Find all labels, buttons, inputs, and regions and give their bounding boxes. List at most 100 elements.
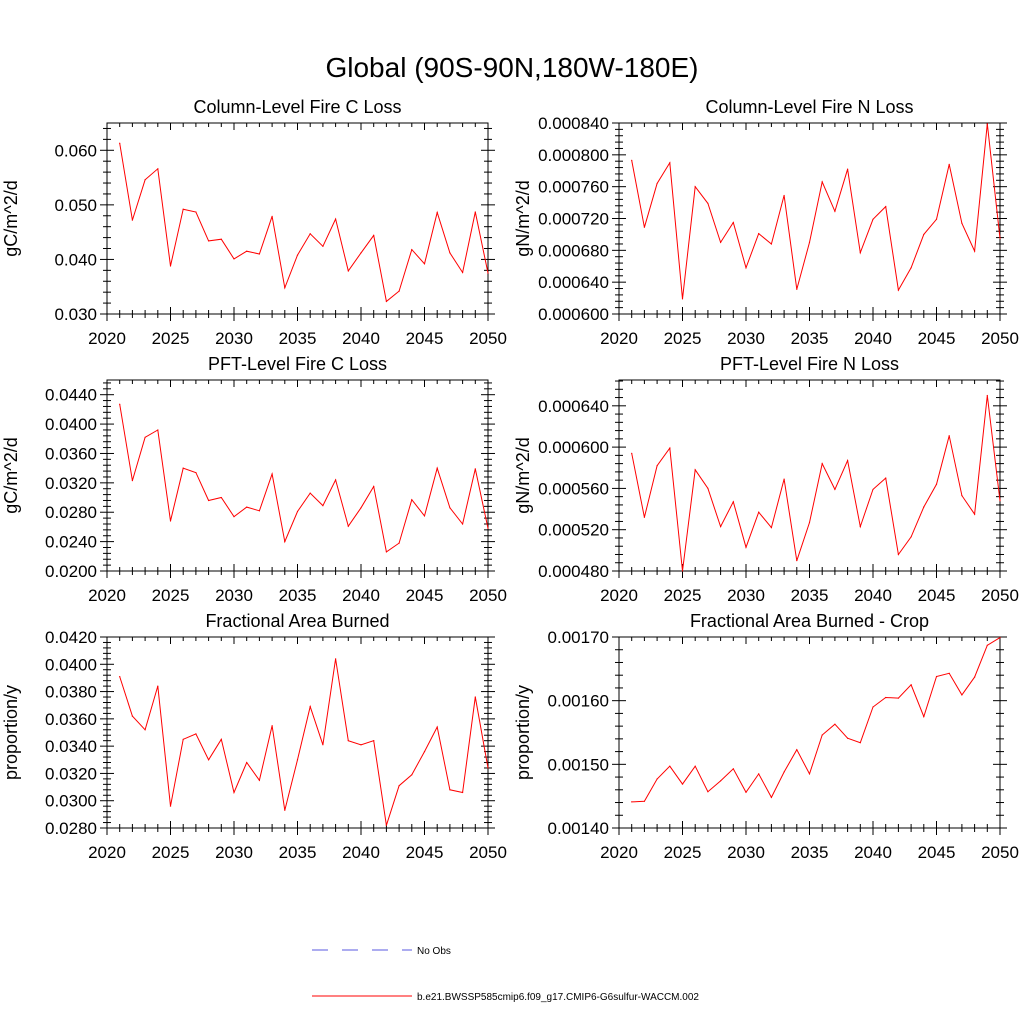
plot-frame xyxy=(106,636,489,829)
x-tick-label: 2050 xyxy=(469,329,507,348)
data-point xyxy=(885,696,887,699)
data-point xyxy=(411,499,413,501)
data-point xyxy=(258,253,260,255)
panel-3: PFT-Level Fire C Loss gC/m^2/d 2020 2025 203… xyxy=(1,354,507,605)
data-point xyxy=(169,805,172,807)
data-point xyxy=(847,168,849,170)
data-point xyxy=(423,515,426,517)
x-tick-label: 2045 xyxy=(918,843,956,862)
data-point xyxy=(643,226,646,228)
data-point xyxy=(309,233,311,235)
data-point xyxy=(643,516,646,518)
data-point xyxy=(681,570,684,572)
data-point xyxy=(398,542,400,544)
y-tick-label: 0.000640 xyxy=(538,273,609,292)
data-point xyxy=(796,560,798,562)
data-point xyxy=(631,452,633,454)
x-tick-label: 2020 xyxy=(600,586,638,605)
y-tick-label: 0.0240 xyxy=(45,533,97,552)
data-point xyxy=(897,697,900,699)
y-tick-label: 0.0280 xyxy=(45,819,97,838)
data-point xyxy=(258,779,260,781)
data-point xyxy=(720,526,722,528)
data-point xyxy=(271,725,273,727)
data-point xyxy=(885,477,887,479)
data-point xyxy=(720,780,722,782)
data-point xyxy=(157,168,159,170)
data-point xyxy=(770,243,773,245)
data-point xyxy=(821,181,823,183)
plot-frame xyxy=(618,379,1001,572)
data-point xyxy=(834,210,836,212)
data-point xyxy=(796,749,798,751)
data-point xyxy=(487,527,489,529)
data-point xyxy=(745,791,747,793)
y-axis-label: gN/m^2/d xyxy=(513,180,533,256)
data-point xyxy=(423,751,426,753)
x-tick-label: 2025 xyxy=(664,843,702,862)
y-axis-label: gC/m^2/d xyxy=(1,180,21,256)
data-point xyxy=(119,675,121,678)
x-tick-label: 2030 xyxy=(727,329,765,348)
data-point xyxy=(643,800,646,802)
data-point xyxy=(948,163,950,165)
data-point xyxy=(656,778,658,780)
panel-2: Column-Level Fire N Loss gN/m^2/d 2020 2025… xyxy=(513,97,1019,348)
data-point xyxy=(360,507,362,509)
figure-title: Global (90S-90N,180W-180E) xyxy=(325,52,698,83)
x-tick-label: 2040 xyxy=(342,843,380,862)
data-point xyxy=(720,241,722,243)
data-point xyxy=(694,186,696,188)
data-point xyxy=(208,240,210,242)
y-tick-label: 0.0400 xyxy=(45,415,97,434)
data-point xyxy=(119,142,121,144)
data-point xyxy=(449,789,451,791)
x-tick-label: 2045 xyxy=(406,329,444,348)
x-tick-label: 2050 xyxy=(469,586,507,605)
x-tick-label: 2020 xyxy=(600,843,638,862)
data-point xyxy=(423,263,426,265)
panel-4: PFT-Level Fire N Loss gN/m^2/d 2020 2025 203… xyxy=(513,354,1019,605)
data-point xyxy=(974,250,976,252)
data-point xyxy=(284,541,286,543)
panel-title: Fractional Area Burned - Crop xyxy=(690,611,929,631)
y-tick-label: 0.040 xyxy=(54,250,97,269)
y-tick-label: 0.000520 xyxy=(538,521,609,540)
data-point xyxy=(758,233,760,235)
data-point xyxy=(347,525,349,527)
data-point xyxy=(144,179,146,181)
data-point xyxy=(770,796,773,799)
x-tick-label: 2025 xyxy=(664,586,702,605)
data-point xyxy=(347,740,349,742)
data-point xyxy=(732,501,734,503)
x-tick-label: 2040 xyxy=(854,329,892,348)
data-point xyxy=(974,676,976,678)
plot-frame xyxy=(618,122,1001,315)
data-point xyxy=(681,783,684,785)
data-point xyxy=(681,298,684,300)
data-point xyxy=(119,403,121,405)
data-point xyxy=(220,238,222,240)
data-point xyxy=(745,267,747,269)
data-point xyxy=(335,658,337,660)
y-axis-label: gN/m^2/d xyxy=(513,437,533,513)
data-point xyxy=(961,694,963,696)
x-tick-label: 2025 xyxy=(152,586,190,605)
x-tick-label: 2030 xyxy=(215,329,253,348)
data-point xyxy=(847,737,849,739)
series-line-1 xyxy=(631,395,1001,572)
x-tick-label: 2050 xyxy=(469,843,507,862)
y-tick-label: 0.0400 xyxy=(45,655,97,674)
y-tick-label: 0.000560 xyxy=(538,479,609,498)
data-point xyxy=(923,715,925,718)
data-point xyxy=(296,510,299,513)
y-tick-label: 0.0420 xyxy=(45,628,97,647)
data-point xyxy=(974,513,976,515)
data-point xyxy=(233,258,235,260)
data-point xyxy=(398,785,400,787)
data-point xyxy=(246,761,248,764)
data-point xyxy=(808,521,811,524)
data-point xyxy=(195,733,197,735)
data-point xyxy=(783,478,785,480)
